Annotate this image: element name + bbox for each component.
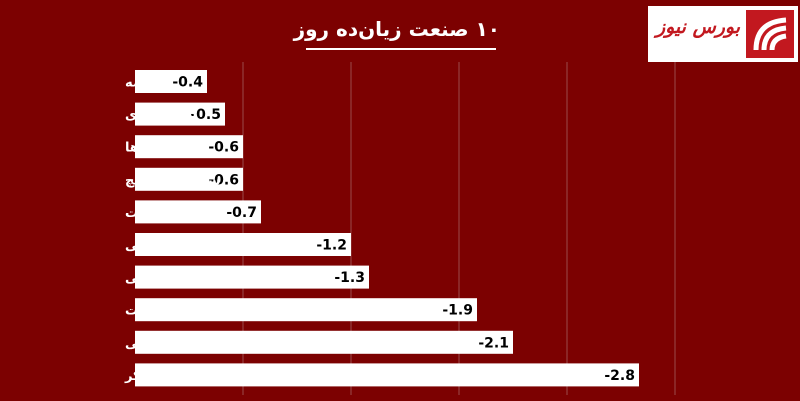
bar: [135, 167, 243, 191]
data-label: -0.6: [208, 172, 239, 188]
title-underline: [306, 48, 496, 50]
bar: [135, 102, 225, 126]
bar: [135, 298, 477, 322]
category-label: بانک ها: [125, 141, 171, 156]
brand-logo: بورس نیوز: [648, 6, 798, 62]
bar: [135, 233, 351, 256]
data-label: -0.5: [190, 107, 221, 123]
bar: [135, 363, 639, 387]
category-label: سیمان آهک گچ: [125, 171, 221, 188]
bar: [135, 265, 369, 289]
category-label: زراعت: [125, 304, 167, 319]
data-label: -0.4: [172, 75, 203, 91]
bar: [135, 135, 243, 159]
bar: [135, 70, 207, 93]
chart-title: ۱۰ صنعت زیان‌ده روز: [293, 17, 500, 41]
logo-emblem-icon: [746, 10, 794, 58]
category-label: پیمانکاری صنعتی: [125, 271, 234, 286]
data-label: -2.8: [604, 368, 635, 384]
logo-text: بورس نیوز: [655, 16, 741, 38]
data-label: -1.9: [442, 303, 473, 319]
category-label: محصولات چوبی: [125, 336, 226, 351]
category-label: فنی و مهندسی: [125, 239, 225, 254]
data-label: -1.2: [316, 238, 347, 254]
bar: [135, 330, 513, 354]
category-label: انبوه سازی: [125, 108, 197, 123]
category-label: قند و شکر: [124, 369, 192, 384]
category-label: مخابرات: [125, 206, 178, 221]
data-label: -1.3: [334, 270, 365, 286]
data-label: -0.6: [208, 140, 239, 156]
data-label: -0.7: [226, 205, 257, 221]
data-label: -2.1: [478, 335, 509, 351]
category-label: بیمه: [125, 76, 152, 91]
bar: [135, 200, 261, 224]
